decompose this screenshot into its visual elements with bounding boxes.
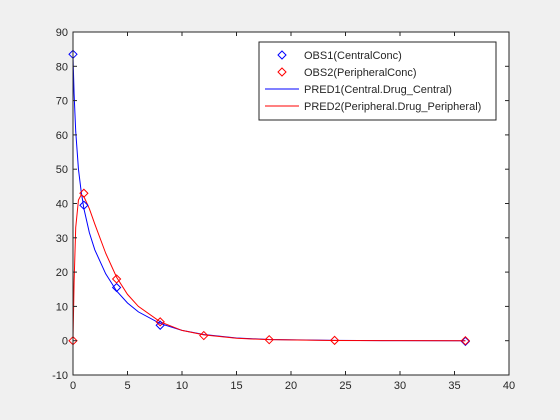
y-tick-label: 20 <box>56 267 68 279</box>
obs1-point <box>111 282 122 293</box>
legend-entry: PRED2(Peripheral.Drug_Peripheral) <box>265 101 481 113</box>
x-tick-label: 35 <box>448 380 460 392</box>
x-tick-label: 30 <box>394 380 406 392</box>
y-tick-label: -10 <box>52 370 68 382</box>
legend-label: OBS2(PeripheralConc) <box>304 67 417 79</box>
x-tick-label: 25 <box>339 380 351 392</box>
obs2-point <box>460 335 471 346</box>
y-tick-label: 80 <box>56 61 68 73</box>
y-tick-label: 90 <box>56 27 68 39</box>
x-tick-label: 15 <box>230 380 242 392</box>
legend-label: PRED2(Peripheral.Drug_Peripheral) <box>304 101 481 113</box>
obs2-point <box>79 188 89 198</box>
obs2-point <box>111 274 122 284</box>
y-tick-label: 0 <box>62 336 68 348</box>
legend-label: OBS1(CentralConc) <box>304 50 402 62</box>
series-line-pred2 <box>72 194 466 342</box>
x-tick-label: 5 <box>124 380 130 392</box>
obs2-point <box>155 317 165 327</box>
legend-entry: OBS2(PeripheralConc) <box>277 67 417 79</box>
markers-layer <box>68 49 471 347</box>
legend-entry: OBS1(CentralConc) <box>277 50 402 62</box>
x-tick-label: 20 <box>285 380 297 392</box>
legend-marker <box>277 50 287 60</box>
legend-marker <box>277 67 287 77</box>
x-tick-label: 0 <box>70 380 76 392</box>
legend-entry: PRED1(Central.Drug_Central) <box>265 84 452 96</box>
legend: OBS1(CentralConc) OBS2(PeripheralConc) PRE… <box>258 41 497 121</box>
obs1-point <box>79 200 89 210</box>
x-tick-label: 40 <box>503 380 515 392</box>
legend-label: PRED1(Central.Drug_Central) <box>304 84 452 96</box>
y-tick-label: 30 <box>56 233 68 245</box>
y-tick-label: 70 <box>56 96 68 108</box>
legend-box <box>258 41 497 121</box>
x-tick-label: 10 <box>176 380 188 392</box>
y-tick-label: 60 <box>56 130 68 142</box>
obs1-point <box>155 320 165 330</box>
series-layer <box>72 55 466 342</box>
obs2-point <box>264 334 274 345</box>
y-tick-label: 50 <box>56 164 68 176</box>
obs2-point <box>199 330 209 341</box>
obs2-point <box>329 335 340 346</box>
y-tick-label: 10 <box>56 301 68 313</box>
y-tick-label: 40 <box>56 199 68 211</box>
